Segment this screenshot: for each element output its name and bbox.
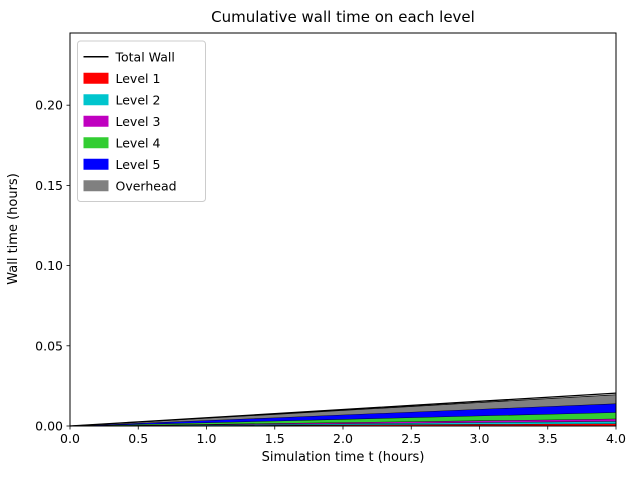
x-tick-label: 0.0 <box>60 431 80 446</box>
plot-areas <box>69 392 617 427</box>
legend-label-total-wall: Total Wall <box>115 49 175 64</box>
legend-handle-patch-level-2 <box>83 94 109 106</box>
y-tick-label: 0.20 <box>35 98 63 113</box>
y-axis-label: Wall time (hours) <box>6 173 21 285</box>
legend-label-level-3: Level 3 <box>116 114 161 129</box>
y-tick-label: 0.00 <box>35 419 63 434</box>
chart-title: Cumulative wall time on each level <box>211 8 475 26</box>
x-tick-label: 2.0 <box>333 431 353 446</box>
legend-handle-patch-level-1 <box>83 72 109 84</box>
legend-handle-patch-overhead <box>83 180 109 192</box>
x-tick-label: 1.0 <box>197 431 217 446</box>
y-tick-label: 0.10 <box>35 258 63 273</box>
legend-label-level-4: Level 4 <box>116 135 161 150</box>
line-total-wall <box>69 392 617 427</box>
legend-handle-patch-level-4 <box>83 137 109 149</box>
y-tick-label: 0.05 <box>35 338 63 353</box>
legend-label-level-1: Level 1 <box>116 71 161 86</box>
x-axis-label: Simulation time t (hours) <box>262 450 425 465</box>
y-tick-label: 0.15 <box>35 178 63 193</box>
x-tick-label: 2.5 <box>401 431 421 446</box>
legend-label-level-2: Level 2 <box>116 92 161 107</box>
legend: Total Wall Level 1 Level 2 Level 3 Level 4 Le… <box>77 40 206 202</box>
x-tick-label: 1.5 <box>265 431 285 446</box>
x-tick-label: 3.0 <box>470 431 490 446</box>
legend-handle-patch-level-3 <box>83 115 109 127</box>
x-tick-label: 3.5 <box>538 431 558 446</box>
x-tick-label: 4.0 <box>606 431 626 446</box>
legend-handle-patch-level-5 <box>83 158 109 170</box>
legend-box <box>77 40 206 202</box>
legend-label-overhead: Overhead <box>116 178 177 193</box>
x-tick-label: 0.5 <box>128 431 148 446</box>
axes: 0.0 0.5 1.0 1.5 2.0 2.5 3.0 3.5 4.0 0.00 0.05 0.10 0… <box>35 32 626 446</box>
legend-label-level-5: Level 5 <box>116 157 161 172</box>
